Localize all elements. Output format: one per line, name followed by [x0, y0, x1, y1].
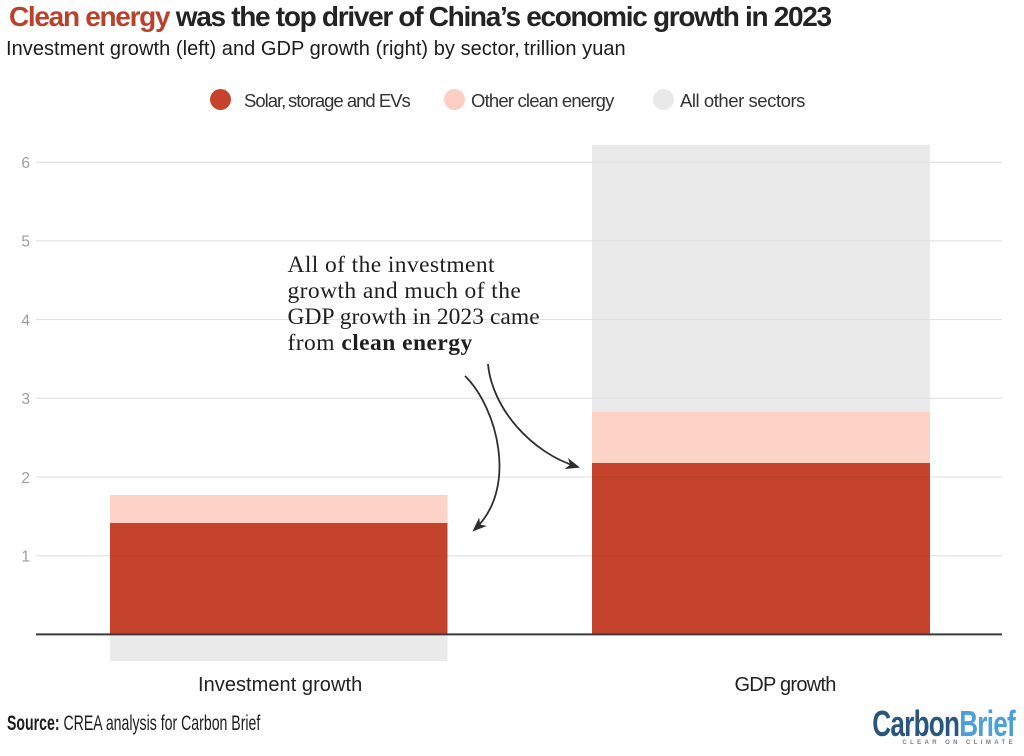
svg-text:4: 4	[21, 312, 30, 329]
svg-text:2: 2	[21, 470, 30, 487]
svg-text:3: 3	[21, 391, 30, 408]
svg-text:5: 5	[21, 234, 30, 251]
svg-text:6: 6	[21, 155, 30, 172]
svg-text:1: 1	[21, 549, 30, 566]
